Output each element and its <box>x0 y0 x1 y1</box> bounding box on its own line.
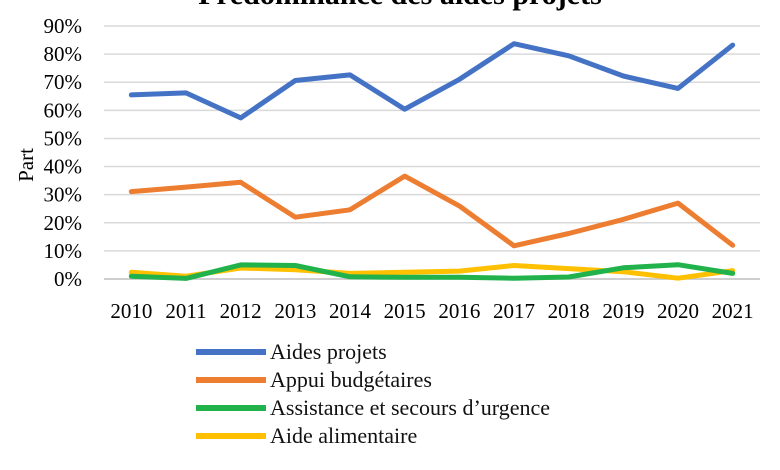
x-tick-label: 2019 <box>602 299 644 323</box>
legend: Aides projets Appui budgétaires Assistance… <box>196 338 550 450</box>
series-line <box>128 41 736 121</box>
x-tick-label: 2014 <box>329 299 372 323</box>
x-tick-label: 2016 <box>438 299 480 323</box>
x-tick-label: 2021 <box>712 299 754 323</box>
legend-label: Appui budgétaires <box>270 367 432 392</box>
y-tick-label: 30% <box>44 183 83 207</box>
legend-item: Assistance et secours d’urgence <box>196 394 550 422</box>
x-tick-label: 2010 <box>110 299 152 323</box>
y-tick-label: 20% <box>44 211 83 235</box>
x-tick-label: 2018 <box>548 299 590 323</box>
y-tick-label: 10% <box>44 239 83 263</box>
x-tick-label: 2012 <box>220 299 262 323</box>
series-lines <box>128 41 736 281</box>
x-tick-label: 2013 <box>274 299 316 323</box>
legend-swatch <box>196 433 266 439</box>
y-tick-label: 0% <box>54 267 82 291</box>
legend-swatch <box>196 349 266 355</box>
y-tick-label: 70% <box>44 70 83 94</box>
x-tick-label: 2011 <box>165 299 206 323</box>
legend-label: Assistance et secours d’urgence <box>270 395 550 420</box>
y-tick-label: 90% <box>44 14 83 38</box>
legend-item: Appui budgétaires <box>196 366 550 394</box>
legend-swatch <box>196 405 266 411</box>
series-line <box>128 262 736 281</box>
y-tick-label: 60% <box>44 98 83 122</box>
y-axis-label: Part <box>14 148 38 182</box>
x-tick-label: 2015 <box>384 299 426 323</box>
y-tick-label: 40% <box>44 155 83 179</box>
y-tick-label: 80% <box>44 42 83 66</box>
x-tick-labels: 2010 2011 2012 2013 2014 2015 2016 2017 2018 2019… <box>110 299 753 323</box>
y-tick-label: 50% <box>44 126 83 150</box>
x-tick-label: 2020 <box>657 299 699 323</box>
chart-title: Prédominance des aides projets <box>198 0 602 11</box>
legend-item: Aide alimentaire <box>196 422 550 450</box>
legend-item: Aides projets <box>196 338 550 366</box>
legend-label: Aides projets <box>270 339 387 364</box>
x-tick-label: 2017 <box>493 299 535 323</box>
series-line <box>128 173 736 249</box>
legend-swatch <box>196 377 266 383</box>
y-tick-labels: 0% 10% 20% 30% 40% 50% 60% 70% 80% 90% <box>44 14 83 291</box>
legend-label: Aide alimentaire <box>270 423 418 448</box>
gridlines <box>104 25 760 280</box>
